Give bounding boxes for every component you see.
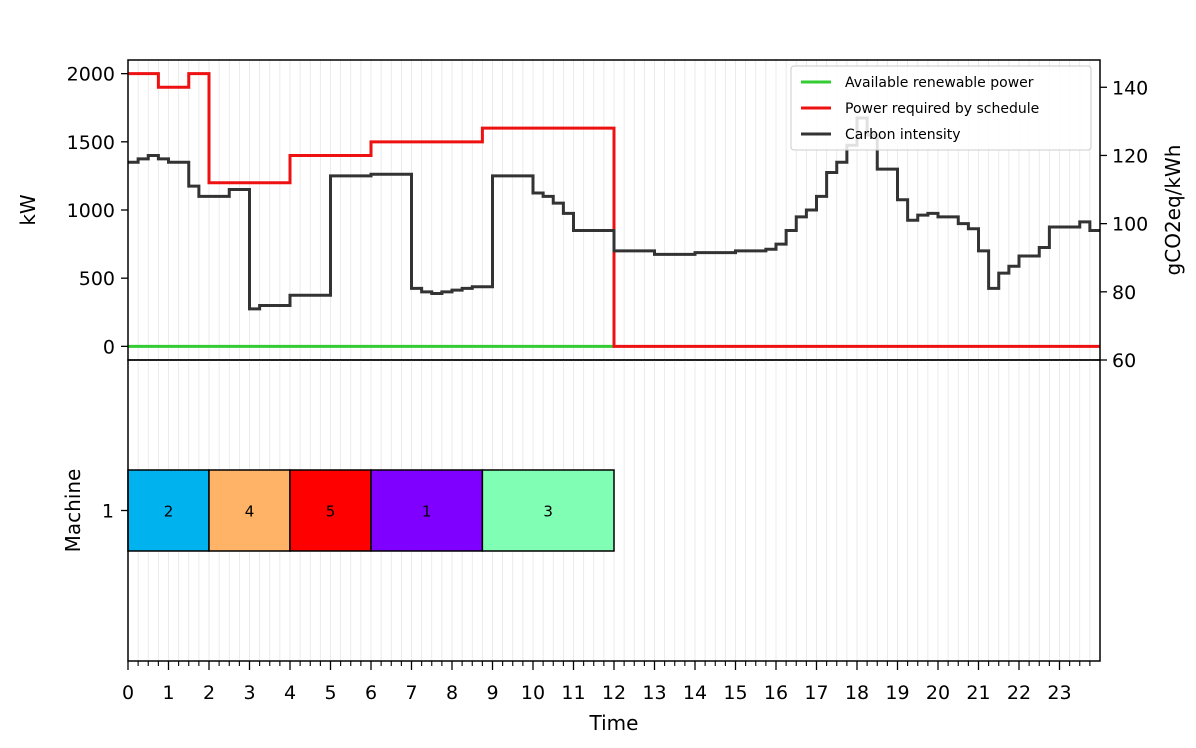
legend-box xyxy=(790,65,1092,151)
x-tick-label: 6 xyxy=(365,682,377,704)
task-label: 4 xyxy=(245,503,255,521)
x-tick-label: 4 xyxy=(284,682,296,704)
x-tick-label: 22 xyxy=(1007,682,1031,704)
task-label: 1 xyxy=(422,503,432,521)
x-tick-label: 23 xyxy=(1047,682,1071,704)
right-y-axis-label: gCO2eq/kWh xyxy=(1161,145,1185,276)
gantt-tasks: 2 4 5 1 3 xyxy=(127,469,615,552)
right-tick-label: 140 xyxy=(1112,77,1148,99)
x-tick-label: 7 xyxy=(405,682,417,704)
task-label: 5 xyxy=(326,503,336,521)
machine-axis-ticks: 1 xyxy=(102,501,128,523)
x-tick-label: 18 xyxy=(845,682,869,704)
top-series-group xyxy=(128,72,1100,348)
x-tick-label: 5 xyxy=(324,682,336,704)
task-bar xyxy=(208,469,291,552)
x-tick-label: 15 xyxy=(723,682,747,704)
left-y-axis-label: kW xyxy=(16,194,40,226)
x-tick-label: 20 xyxy=(926,682,950,704)
left-tick-label: 1500 xyxy=(67,132,115,154)
legend-label: Carbon intensity xyxy=(845,127,961,143)
right-tick-label: 100 xyxy=(1112,214,1148,236)
x-tick-label: 21 xyxy=(966,682,990,704)
x-tick-label: 1 xyxy=(162,682,174,704)
task-label: 2 xyxy=(164,503,174,521)
x-tick-label: 2 xyxy=(203,682,215,704)
machine-tick-label: 1 xyxy=(102,501,114,523)
legend-label: Power required by schedule xyxy=(845,101,1039,117)
left-tick-label: 0 xyxy=(103,336,115,358)
right-tick-label: 60 xyxy=(1112,350,1136,372)
x-tick-label: 10 xyxy=(521,682,545,704)
task-bar xyxy=(370,469,484,552)
chart-legend: Available renewable power Power required … xyxy=(790,65,1092,151)
x-tick-label: 9 xyxy=(486,682,498,704)
x-tick-label: 19 xyxy=(885,682,909,704)
task-bar xyxy=(127,469,210,552)
task-bar xyxy=(481,469,615,552)
top-panel: 0 500 1000 1500 2000 60 80 100 120 140 kW gCO2eq… xyxy=(16,59,1185,372)
x-tick-label: 3 xyxy=(243,682,255,704)
left-tick-label: 2000 xyxy=(67,64,115,86)
machine-axis-label: Machine xyxy=(61,469,85,553)
x-tick-label: 12 xyxy=(602,682,626,704)
x-tick-label: 16 xyxy=(764,682,788,704)
x-tick-label: 17 xyxy=(804,682,828,704)
task-bar xyxy=(289,469,372,552)
x-tick-label: 8 xyxy=(446,682,458,704)
x-tick-label: 13 xyxy=(642,682,666,704)
right-y-axis-ticks: 60 80 100 120 140 xyxy=(1100,77,1148,372)
task-label: 3 xyxy=(543,503,553,521)
legend-label: Available renewable power xyxy=(845,75,1034,91)
right-tick-label: 80 xyxy=(1112,282,1136,304)
x-axis-label: Time xyxy=(589,711,639,735)
x-axis-ticks: 0 1 2 3 4 5 6 7 8 9 10 11 12 13 14 15 16 17 18 19 20 21 22 23 xyxy=(122,661,1091,704)
x-tick-label: 11 xyxy=(561,682,585,704)
series-line-carbon-intensity xyxy=(128,116,1100,311)
left-y-axis-ticks: 0 500 1000 1500 2000 xyxy=(67,64,128,358)
series-line-power-required-by-schedule xyxy=(128,72,1100,348)
x-tick-label: 14 xyxy=(683,682,707,704)
right-tick-label: 120 xyxy=(1112,145,1148,167)
left-tick-label: 1000 xyxy=(67,200,115,222)
left-tick-label: 500 xyxy=(79,268,115,290)
x-tick-label: 0 xyxy=(122,682,134,704)
